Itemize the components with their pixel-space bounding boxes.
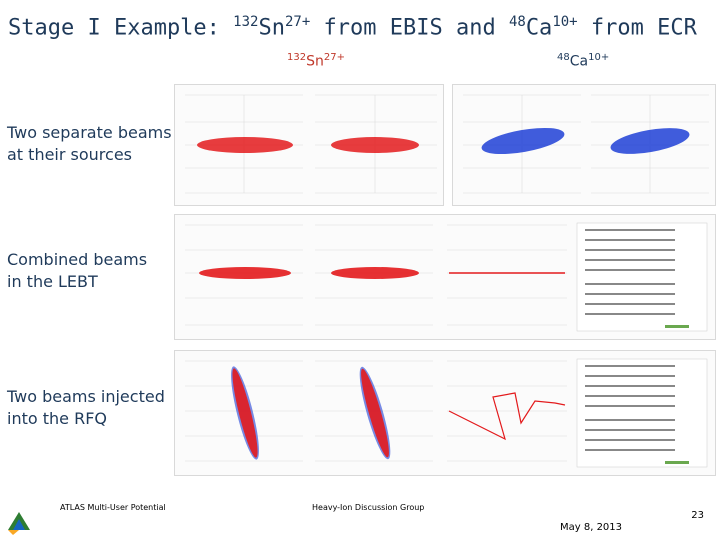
row3-label: Two beams injected into the RFQ xyxy=(7,387,165,428)
ca-source-phase-space-plot xyxy=(452,84,716,206)
sn-beam-label: 132Sn27+ xyxy=(287,52,345,70)
page-number: 23 xyxy=(691,510,704,521)
footer-center: Heavy-Ion Discussion Group xyxy=(312,503,425,512)
row2-label: Combined beams in the LEBT xyxy=(7,250,148,291)
rfq-injected-beams-plot xyxy=(174,350,716,476)
ca-beam-label: 48Ca10+ xyxy=(557,52,610,70)
slide-title: Stage I Example: 132Sn27+ from EBIS and … xyxy=(8,14,697,41)
footer-left: ATLAS Multi-User Potential xyxy=(60,503,166,512)
slide-date: May 8, 2013 xyxy=(560,522,623,533)
sn-source-phase-space-plot xyxy=(174,84,444,206)
argonne-logo-icon xyxy=(6,510,32,536)
row1-label: Two separate beams at their sources xyxy=(7,123,172,164)
lebt-combined-beams-plot xyxy=(174,214,716,340)
